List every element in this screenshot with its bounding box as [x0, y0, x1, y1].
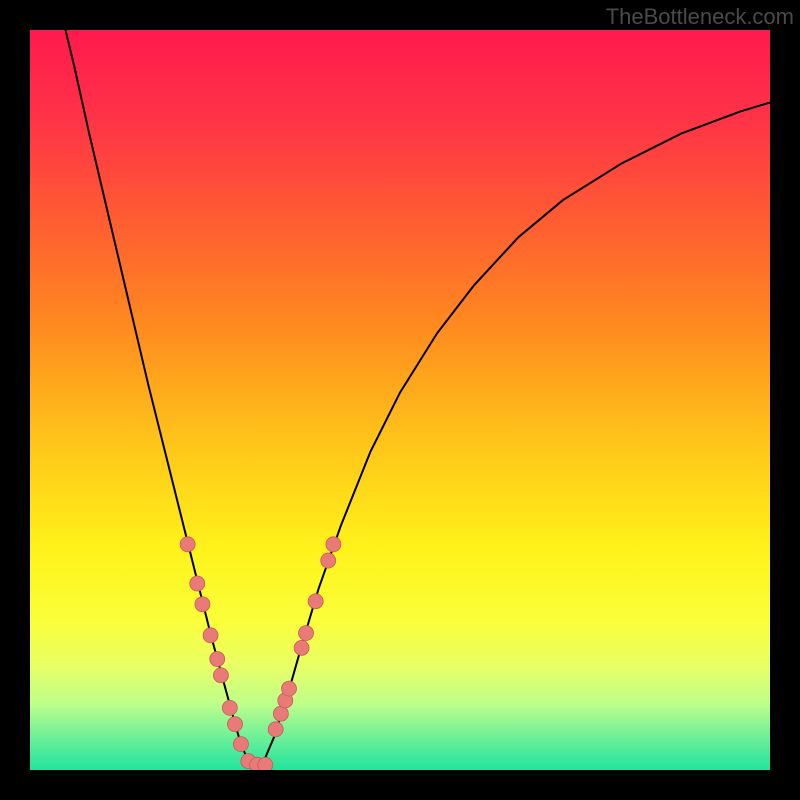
chart-marker [299, 626, 314, 641]
chart-marker [190, 576, 205, 591]
chart-marker [233, 737, 248, 752]
watermark-text: TheBottleneck.com [606, 4, 794, 30]
chart-plot-area [30, 30, 770, 770]
bottleneck-chart [30, 30, 770, 770]
chart-marker [180, 537, 195, 552]
chart-marker [321, 553, 336, 568]
chart-marker [282, 681, 297, 696]
chart-marker [258, 757, 273, 770]
chart-marker [210, 652, 225, 667]
chart-marker [213, 668, 228, 683]
chart-marker [308, 594, 323, 609]
chart-marker [222, 700, 237, 715]
chart-marker [294, 640, 309, 655]
chart-background [30, 30, 770, 770]
chart-marker [268, 722, 283, 737]
chart-marker [227, 717, 242, 732]
chart-marker [203, 628, 218, 643]
chart-marker [195, 597, 210, 612]
chart-marker [273, 706, 288, 721]
chart-marker [326, 537, 341, 552]
